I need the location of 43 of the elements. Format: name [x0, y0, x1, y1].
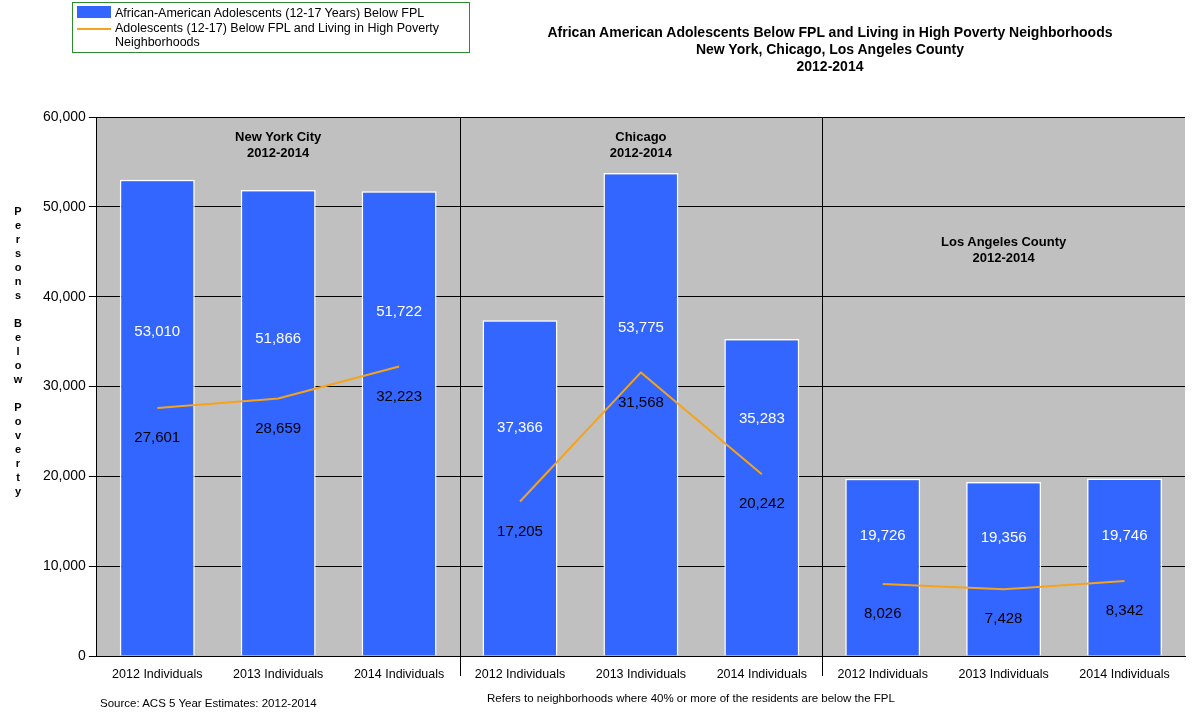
chart-title: African American Adolescents Below FPL and Living in High Poverty Neighborhoods New York, Chicago, Los Angeles County 2012-2014 — [546, 24, 1114, 75]
data-label: 37,366 — [497, 417, 543, 435]
annotation: New York City 2012-2014 — [235, 129, 323, 161]
y-tick-label: 40,000 — [42, 287, 87, 304]
data-label: 53,010 — [134, 322, 181, 340]
y-tick-label: 60,000 — [42, 107, 87, 124]
y-tick-label: 50,000 — [42, 197, 87, 214]
y-axis-title: Persons Below Poverty — [12, 205, 24, 499]
x-tick-label: 2013 Individuals — [233, 666, 324, 681]
y-tick-label: 20,000 — [42, 467, 87, 484]
x-tick-label: 2013 Individuals — [595, 666, 687, 681]
legend-label: African-American Adolescents (12-17 Years) Below FPL — [115, 6, 425, 20]
data-label: 20,242 — [738, 494, 785, 512]
data-label: 28,659 — [255, 418, 302, 436]
x-tick-label: 2014 Individuals — [1079, 666, 1170, 681]
annotation: Los Angeles County 2012-2014 — [941, 234, 1067, 266]
data-label: 53,775 — [617, 317, 664, 335]
y-tick-label: 0 — [78, 646, 87, 663]
data-label: 8,342 — [1105, 601, 1144, 619]
y-tick-label: 10,000 — [42, 557, 87, 574]
x-tick-label: 2013 Individuals — [958, 666, 1049, 681]
data-label: 51,722 — [376, 301, 423, 319]
text: Refers to neighborhoods where 40% or more of the residents are below the FPL — [487, 692, 895, 704]
annotation: Chicago 2012-2014 — [609, 129, 673, 161]
data-label: 35,283 — [738, 409, 785, 427]
data-label: 17,205 — [497, 521, 543, 539]
x-tick-label: 2012 Individuals — [112, 666, 203, 681]
x-tick-label: 2014 Individuals — [353, 666, 445, 681]
data-label: 27,601 — [134, 428, 181, 446]
legend-label: Adolescents (12-17) Below FPL and Living in High Poverty Neighborhoods — [115, 21, 440, 49]
data-label: 51,866 — [255, 329, 302, 347]
data-label: 31,568 — [617, 392, 664, 410]
y-tick-label: 30,000 — [42, 377, 87, 394]
data-label: 32,223 — [376, 386, 423, 404]
data-label: 19,746 — [1101, 525, 1148, 543]
source-note: Source: ACS 5 Year Estimates: 2012-2014 — [100, 697, 317, 709]
x-tick-label: 2012 Individuals — [837, 666, 928, 681]
data-label: 7,428 — [984, 609, 1023, 627]
data-label: 8,026 — [863, 604, 902, 622]
x-tick-label: 2014 Individuals — [716, 666, 807, 681]
x-tick-label: 2012 Individuals — [474, 666, 566, 681]
data-label: 19,726 — [859, 525, 906, 543]
data-label: 19,356 — [980, 527, 1027, 545]
